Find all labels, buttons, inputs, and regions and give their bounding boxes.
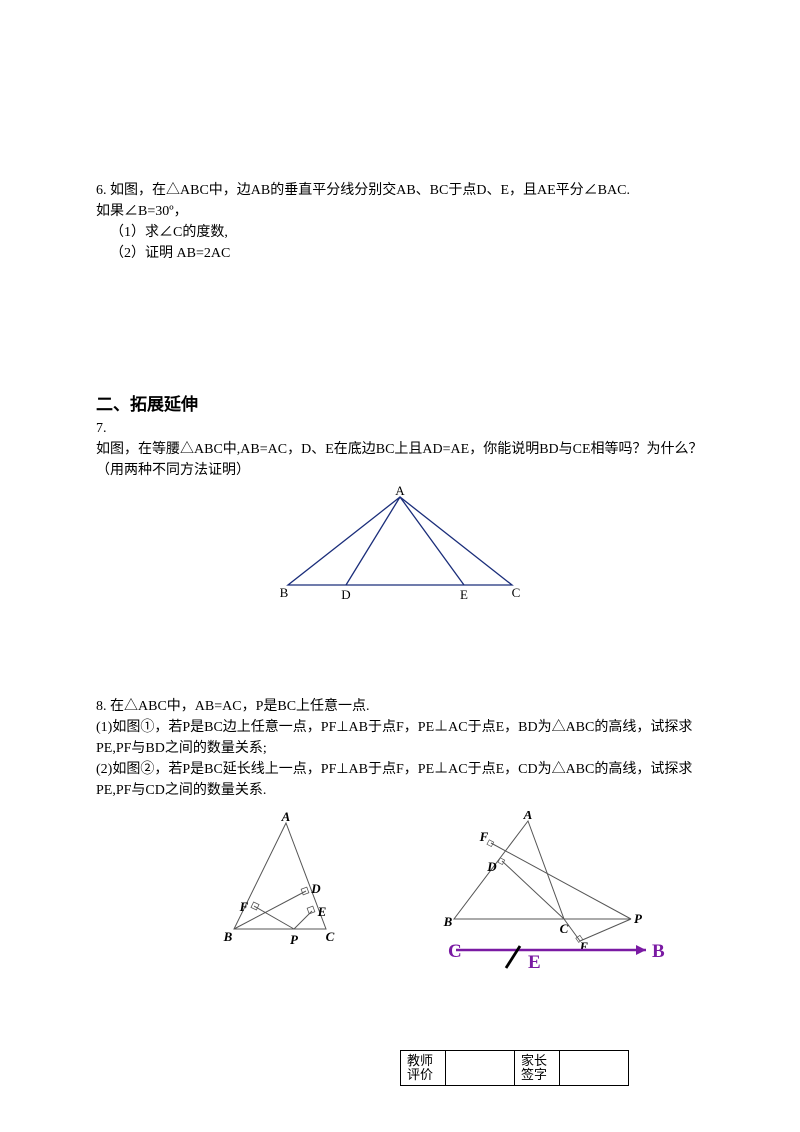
q7-num: 7. [96,418,704,439]
label-E: E [460,587,468,602]
problem-7: 7. 如图，在等腰△ABC中,AB=AC，D、E在底边BC上且AD=AE，你能说… [96,418,704,612]
label-B: B [280,585,289,600]
q8-figures: A B C P F E D [216,811,636,971]
f2-P: P [634,911,643,926]
f2-C: C [560,921,569,936]
f1-P: P [290,932,299,947]
ceb-overlay: C E B [436,938,666,981]
q8-stem: 8. 在△ABC中，AB=AC，P是BC上任意一点. [96,696,704,717]
label-C: C [512,585,521,600]
q6-stem: 6. 如图，在△ABC中，边AB的垂直平分线分别交AB、BC于点D、E，且AE平… [96,180,704,201]
parent-value [560,1051,629,1086]
f1-F: F [239,899,249,914]
f1-B: B [223,929,233,944]
q8-part1: (1)如图①，若P是BC边上任意一点，PF⊥AB于点F，PE⊥AC于点E，BD为… [96,717,704,759]
spacer [96,630,704,696]
q6-part1: （1）求∠C的度数, [96,222,704,243]
ceb-E: E [528,952,541,973]
teacher-value [446,1051,515,1086]
q7-figure: A B C D E [96,485,704,612]
q8-part2: (2)如图②，若P是BC延长线上一点，PF⊥AB于点F，PE⊥AC于点E，CD为… [96,759,704,801]
spacer [96,282,704,392]
f1-C: C [326,929,335,944]
section-2-title: 二、拓展延伸 [96,392,704,418]
parent-label: 家长签字 [515,1051,560,1086]
f2-F: F [479,829,489,844]
triangle-diagram-7: A B C D E [270,485,530,605]
q8-figure-1: A B C P F E D [216,811,366,963]
label-A: A [395,485,405,498]
signature-table: 教师评价 家长签字 [400,1050,629,1086]
problem-8: 8. 在△ABC中，AB=AC，P是BC上任意一点. (1)如图①，若P是BC边… [96,696,704,971]
q6-part2: （2）证明 AB=2AC [96,243,704,264]
f2-D: D [486,859,497,874]
q7-stem: 如图，在等腰△ABC中,AB=AC，D、E在底边BC上且AD=AE，你能说明BD… [96,439,704,481]
ceb-C: C [448,941,462,962]
f1-E: E [317,904,327,919]
teacher-label: 教师评价 [401,1051,446,1086]
f1-A: A [281,811,291,824]
f2-B: B [443,914,453,929]
f1-D: D [310,881,321,896]
f2-A: A [523,811,533,822]
q6-cond: 如果∠B=30º， [96,201,704,222]
problem-6: 6. 如图，在△ABC中，边AB的垂直平分线分别交AB、BC于点D、E，且AE平… [96,180,704,264]
document-page: 6. 如图，在△ABC中，边AB的垂直平分线分别交AB、BC于点D、E，且AE平… [0,0,800,1019]
label-D: D [341,587,350,602]
ceb-B: B [652,941,665,962]
